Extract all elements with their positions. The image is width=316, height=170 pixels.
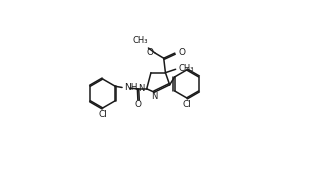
Text: NH: NH (125, 83, 138, 92)
Text: N: N (151, 92, 158, 101)
Text: CH₃: CH₃ (179, 64, 194, 73)
Text: O: O (146, 48, 153, 57)
Text: Cl: Cl (182, 100, 191, 109)
Text: Cl: Cl (98, 110, 107, 119)
Text: CH₃: CH₃ (132, 37, 148, 45)
Text: O: O (134, 100, 141, 109)
Text: O: O (178, 48, 185, 57)
Text: N: N (138, 84, 145, 93)
